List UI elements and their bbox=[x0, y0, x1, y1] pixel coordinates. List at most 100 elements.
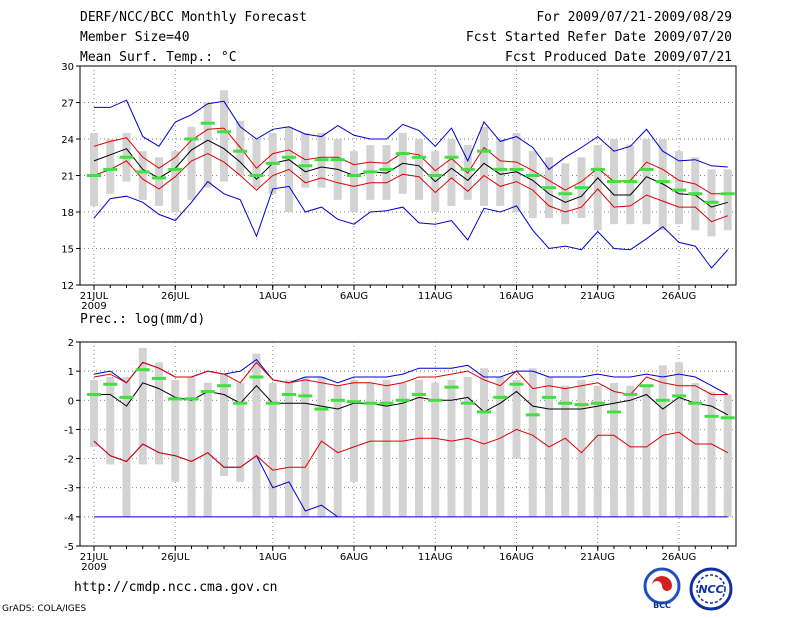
temp-ytick-label: 15 bbox=[61, 245, 74, 256]
temp-box bbox=[723, 169, 732, 231]
prec-median-mark bbox=[623, 392, 638, 396]
temp-median-mark bbox=[395, 152, 410, 156]
temp-xtick-label: 1AUG bbox=[259, 291, 287, 302]
temp-xtick-label: 16AUG bbox=[499, 291, 534, 302]
temp-xtick-label: 6AUG bbox=[340, 291, 368, 302]
temp-xtick-label: 21JUL bbox=[80, 291, 109, 302]
grads-credit: GrADS: COLA/IGES bbox=[2, 604, 87, 614]
temp-box bbox=[203, 102, 212, 188]
temp-median-mark bbox=[655, 180, 670, 184]
prec-ytick-label: 0 bbox=[68, 396, 74, 407]
temp-max-line bbox=[94, 99, 728, 171]
temp-median-mark bbox=[688, 192, 703, 196]
prec-median-mark bbox=[217, 384, 231, 388]
prec-median-mark bbox=[688, 401, 703, 405]
prec-median-mark bbox=[428, 398, 443, 402]
prec-median-mark bbox=[184, 397, 199, 401]
temp-box bbox=[447, 139, 456, 206]
prec-box bbox=[122, 376, 131, 517]
prec-median-mark bbox=[233, 401, 248, 405]
prec-box bbox=[333, 385, 342, 517]
prec-median-mark bbox=[249, 375, 264, 379]
temp-xtick-label: 21AUG bbox=[580, 291, 615, 302]
temp-median-mark bbox=[200, 121, 215, 125]
prec-median-mark bbox=[639, 384, 654, 388]
temp-median-mark bbox=[119, 155, 134, 159]
prec-box bbox=[447, 379, 456, 517]
temp-median-mark bbox=[347, 174, 361, 177]
prec-xtick-sublabel: 2009 bbox=[81, 562, 106, 573]
temp-median-mark bbox=[558, 192, 573, 196]
temp-median-mark bbox=[590, 167, 605, 171]
temp-median-mark bbox=[298, 164, 313, 168]
forecast-period: For 2009/07/21-2009/08/29 bbox=[536, 10, 732, 25]
temp-median-mark bbox=[460, 167, 475, 171]
prec-box bbox=[415, 379, 423, 517]
prec-median-mark bbox=[574, 403, 589, 407]
prec-median-mark bbox=[200, 390, 215, 394]
temp-median-mark bbox=[428, 174, 443, 177]
prec-frame bbox=[79, 341, 737, 547]
temp-box bbox=[480, 126, 488, 206]
temp-median-mark bbox=[217, 130, 231, 134]
temp-box bbox=[512, 132, 521, 212]
temp-median-mark bbox=[87, 174, 101, 177]
temp-median-mark bbox=[184, 137, 199, 141]
header-right: For 2009/07/21-2009/08/29 Fcst Started R… bbox=[466, 8, 732, 68]
prec-xtick-label: 26JUL bbox=[161, 552, 190, 563]
temp-median-mark bbox=[639, 167, 654, 171]
bcc-logo: BCC bbox=[643, 567, 681, 610]
temp-box bbox=[301, 132, 310, 188]
prec-median-mark bbox=[558, 401, 573, 405]
prec-median-mark bbox=[655, 398, 670, 402]
prec-box bbox=[658, 365, 667, 517]
prec-median-mark bbox=[314, 407, 329, 411]
prec-box bbox=[723, 394, 732, 517]
prec-box bbox=[398, 382, 407, 517]
prec-median-mark bbox=[525, 413, 540, 417]
header-left: DERF/NCC/BCC Monthly Forecast Member Siz… bbox=[80, 8, 307, 68]
prec-median-mark bbox=[379, 401, 394, 405]
prec-sd-lower-line bbox=[93, 428, 729, 471]
prec-box bbox=[463, 376, 472, 517]
temp-box bbox=[496, 139, 505, 206]
prec-median-mark bbox=[119, 395, 134, 399]
prec-median-mark bbox=[363, 401, 378, 405]
prec-box bbox=[431, 382, 440, 517]
temp-median-mark bbox=[672, 188, 686, 192]
prec-box bbox=[138, 347, 147, 465]
prec-median-mark bbox=[347, 400, 361, 404]
ncc-logo: NCC bbox=[689, 567, 733, 611]
prec-xtick-label: 26AUG bbox=[662, 552, 697, 563]
temp-box bbox=[106, 139, 115, 194]
temp-box bbox=[155, 157, 163, 206]
prec-box bbox=[691, 382, 700, 517]
temp-median-mark bbox=[103, 167, 118, 171]
temp-box bbox=[171, 151, 180, 212]
prec-median-mark bbox=[152, 376, 166, 380]
prec-box bbox=[675, 362, 683, 517]
prec-median-mark bbox=[704, 414, 719, 418]
prec-box bbox=[301, 376, 310, 517]
prec-median-mark bbox=[720, 416, 735, 420]
temp-xtick-label: 26JUL bbox=[161, 291, 190, 302]
prec-box bbox=[707, 391, 716, 517]
website-url[interactable]: http://cmdp.ncc.cma.gov.cn bbox=[74, 580, 278, 595]
prec-xtick-label: 16AUG bbox=[499, 552, 534, 563]
prec-median-mark bbox=[672, 394, 686, 398]
temp-ytick-label: 27 bbox=[61, 99, 74, 110]
prec-box bbox=[382, 379, 391, 517]
prec-median-mark bbox=[444, 385, 459, 389]
prec-median-mark bbox=[460, 401, 475, 405]
ncc-logo-inner bbox=[696, 574, 726, 604]
temp-median-mark bbox=[233, 149, 248, 153]
temp-mean-line bbox=[93, 139, 728, 208]
prec-xtick-label: 21AUG bbox=[580, 552, 615, 563]
prec-box bbox=[155, 362, 163, 465]
prec-median-mark bbox=[298, 394, 313, 398]
prec-box bbox=[171, 379, 180, 482]
prec-box bbox=[366, 382, 375, 517]
prec-xtick-label: 1AUG bbox=[259, 552, 287, 563]
prec-median-mark bbox=[395, 398, 410, 402]
bcc-logo-swirl bbox=[652, 576, 672, 591]
